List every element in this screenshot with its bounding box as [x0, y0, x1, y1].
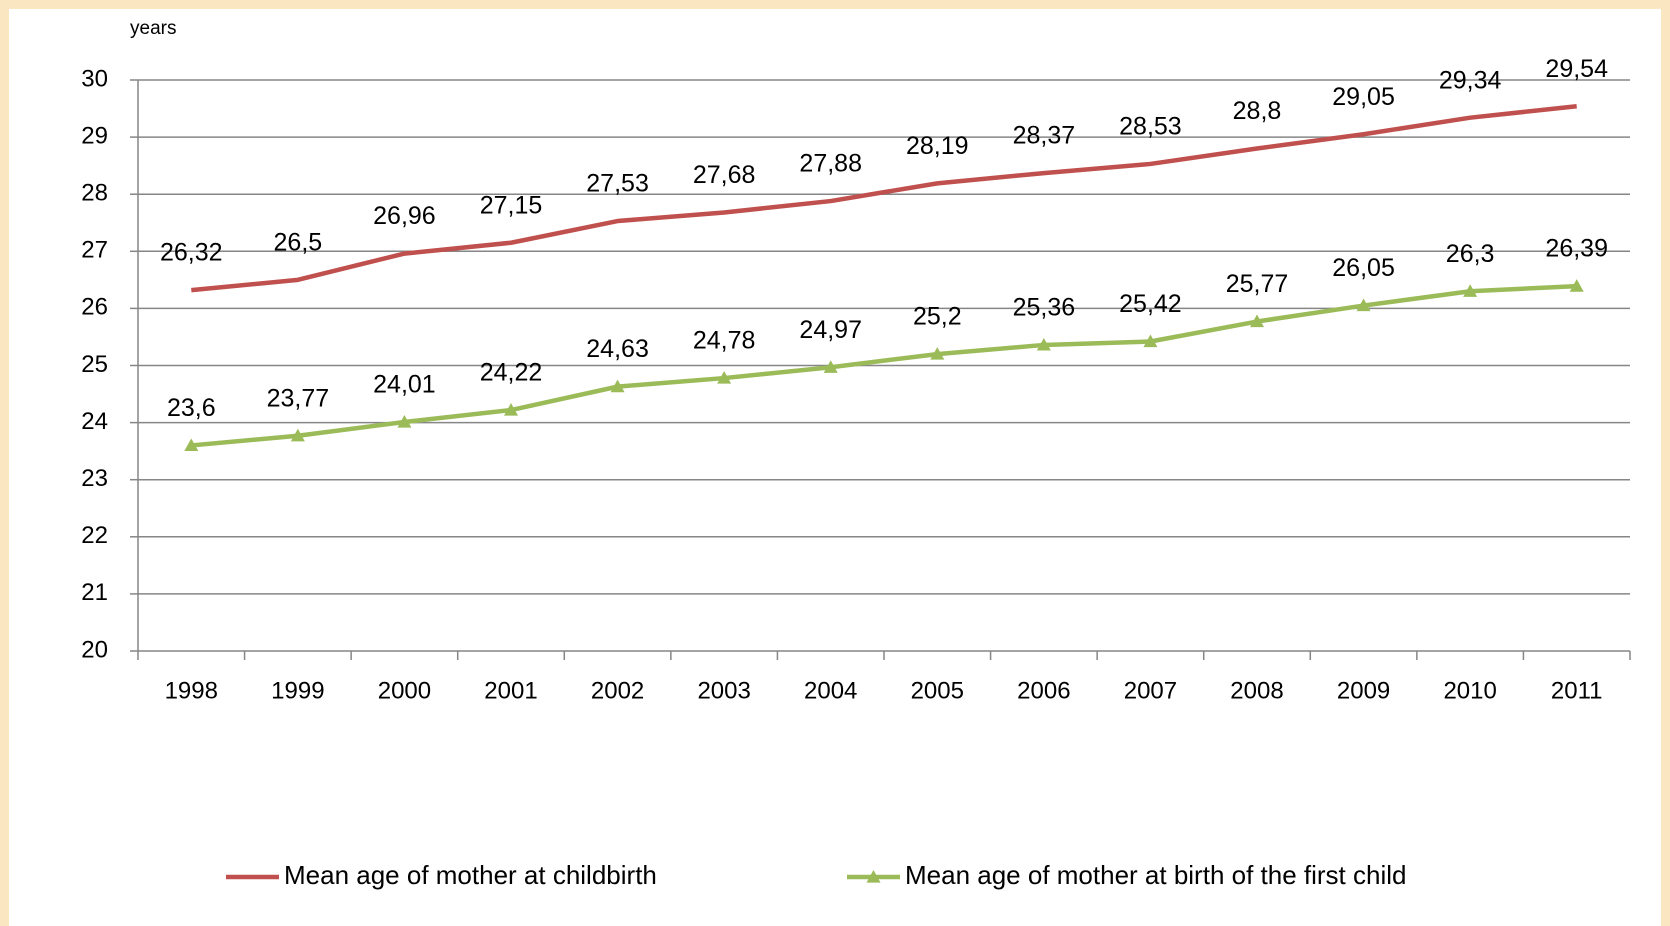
data-label: 26,5 [274, 228, 323, 256]
x-tick-label: 1998 [165, 677, 218, 704]
x-tick-label: 2004 [804, 677, 857, 704]
data-label: 24,97 [799, 316, 862, 344]
data-label: 28,37 [1013, 122, 1076, 150]
y-axis-label: years [130, 18, 176, 39]
series-line [191, 283, 1577, 448]
data-label: 24,22 [480, 359, 543, 387]
data-label: 23,77 [267, 384, 330, 412]
x-tick-label: 2001 [484, 677, 537, 704]
data-label: 26,32 [160, 239, 223, 267]
data-label: 27,53 [586, 170, 649, 198]
x-tick-label: 2008 [1230, 677, 1283, 704]
data-label: 27,68 [693, 161, 756, 189]
x-tick-label: 2009 [1337, 677, 1390, 704]
x-tick-label: 2005 [911, 677, 964, 704]
data-label: 25,36 [1013, 294, 1076, 322]
x-tick-label: 2007 [1124, 677, 1177, 704]
y-tick-label: 26 [81, 294, 108, 321]
point-marker [290, 428, 305, 442]
y-tick-label: 25 [81, 351, 108, 378]
point-marker [504, 403, 518, 416]
point-marker [1463, 284, 1478, 297]
x-tick-label: 2003 [697, 677, 750, 704]
data-label: 24,78 [693, 327, 756, 355]
data-label: 24,63 [586, 335, 649, 363]
data-label: 24,01 [373, 371, 436, 399]
x-tick-label: 2006 [1017, 677, 1070, 704]
data-label: 26,3 [1446, 240, 1495, 268]
y-tick-label: 20 [81, 636, 108, 663]
chart-background [9, 9, 1661, 926]
data-label: 26,39 [1545, 235, 1608, 263]
x-tick-label: 2000 [378, 677, 431, 704]
point-marker [610, 379, 625, 393]
legend-marker [866, 870, 881, 883]
data-label: 26,05 [1332, 254, 1395, 282]
data-label: 27,15 [480, 191, 543, 219]
data-label: 25,2 [913, 303, 962, 331]
data-label: 28,53 [1119, 113, 1182, 141]
legend-label: Mean age of mother at childbirth [284, 860, 657, 890]
point-marker [930, 347, 945, 360]
point-marker [1250, 314, 1264, 328]
point-marker [1036, 337, 1051, 351]
data-label: 23,6 [167, 394, 216, 422]
y-tick-label: 21 [81, 579, 108, 606]
y-tick-label: 28 [81, 180, 108, 207]
point-marker [1356, 298, 1371, 312]
data-label: 28,19 [906, 132, 969, 160]
point-marker [823, 360, 838, 373]
data-label: 27,88 [799, 150, 862, 178]
point-marker [397, 415, 412, 428]
point-marker [1143, 334, 1158, 348]
x-tick-label: 1999 [271, 677, 324, 704]
point-marker [717, 371, 732, 384]
data-label: 29,54 [1545, 55, 1608, 83]
x-tick-label: 2011 [1551, 677, 1603, 704]
data-label: 26,96 [373, 202, 436, 230]
data-label: 25,77 [1226, 270, 1289, 298]
y-tick-label: 22 [81, 522, 108, 549]
data-label: 29,34 [1439, 66, 1502, 94]
x-tick-label: 2010 [1443, 677, 1496, 704]
series-line [191, 104, 1577, 293]
y-tick-label: 29 [81, 122, 108, 149]
point-marker [184, 438, 199, 452]
x-tick-label: 2002 [591, 677, 644, 704]
y-tick-label: 24 [81, 408, 108, 435]
legend-label: Mean age of mother at birth of the first… [905, 860, 1406, 890]
y-tick-label: 27 [81, 237, 108, 264]
data-label: 29,05 [1332, 83, 1395, 111]
data-label: 25,42 [1119, 290, 1182, 318]
data-label: 28,8 [1233, 97, 1282, 125]
point-marker [1569, 279, 1584, 292]
y-tick-label: 23 [81, 465, 108, 492]
y-tick-label: 30 [81, 65, 108, 92]
